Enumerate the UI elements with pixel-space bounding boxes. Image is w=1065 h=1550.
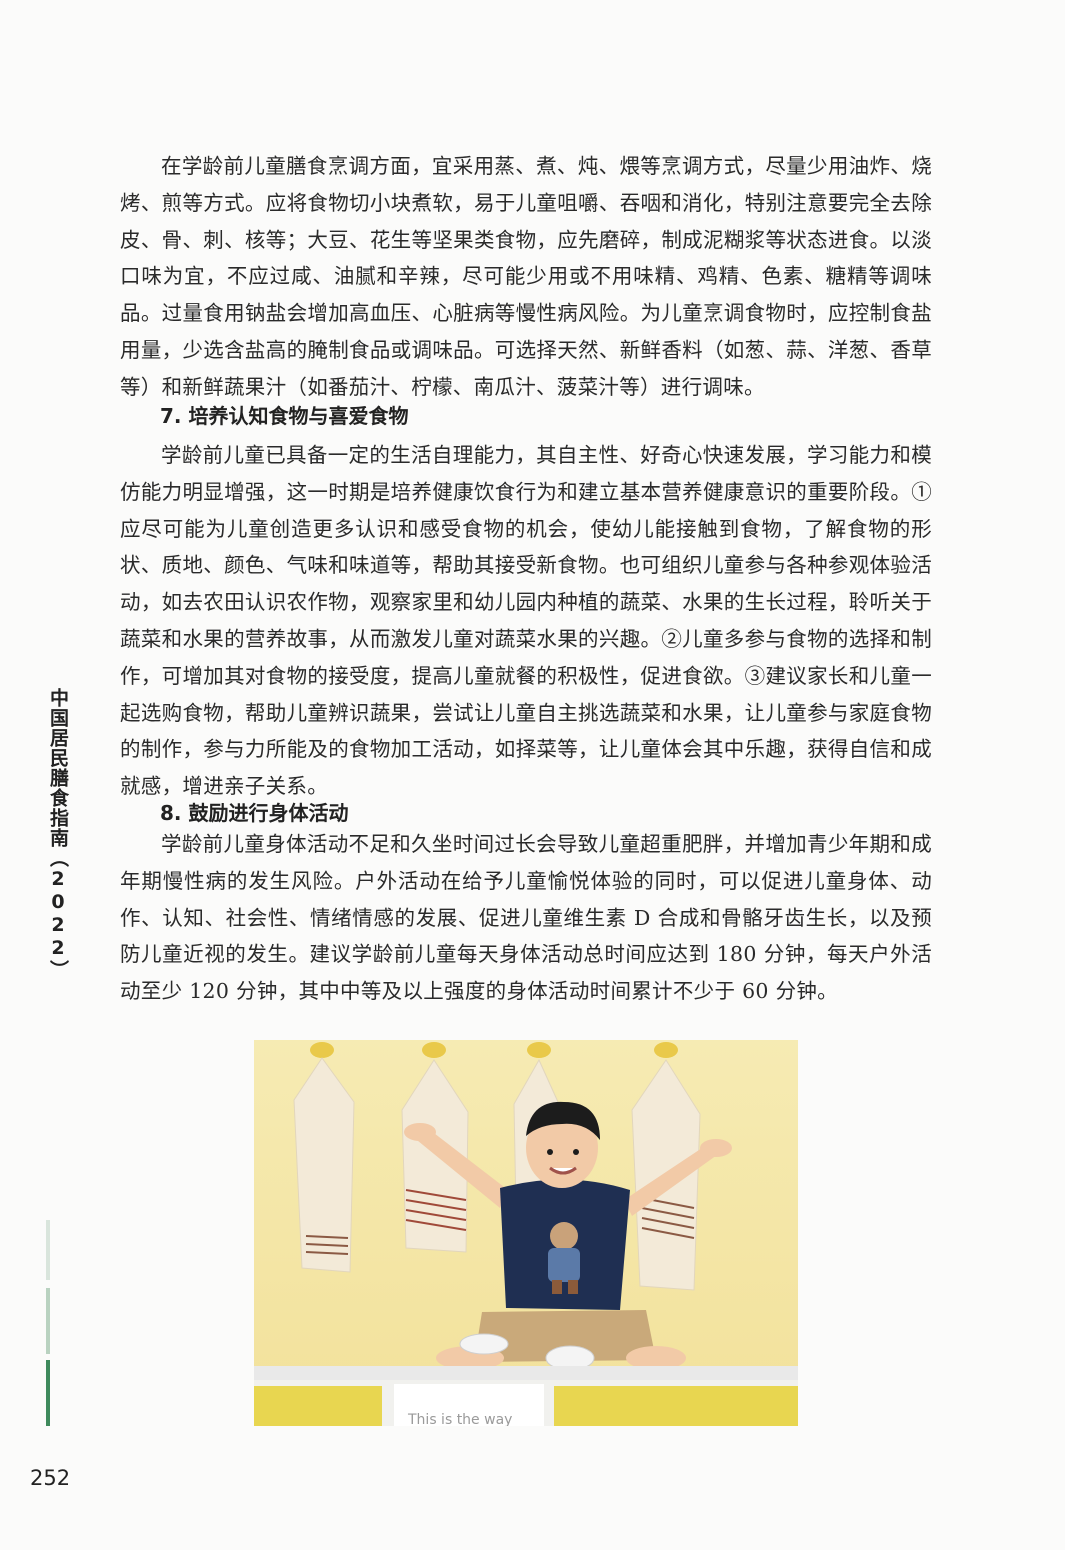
towel-2 (401, 1059, 469, 1253)
yellow-drawer-left (254, 1386, 382, 1426)
bench-sign (394, 1384, 544, 1426)
child-shorts (474, 1310, 656, 1362)
child-arms (404, 1123, 732, 1216)
section-heading-7: 7. 培养认知食物与喜爱食物 (160, 404, 409, 428)
edge-marker-dark (46, 1360, 50, 1426)
shirt-print (548, 1222, 580, 1294)
paragraph-physical-activity: 学龄前儿童身体活动不足和久坐时间过长会导致儿童超重肥胖，并增加青少年期和成年期慢… (120, 832, 932, 1004)
child-photo: This is the way (254, 1040, 798, 1426)
page-number: 252 (30, 1466, 71, 1490)
yellow-drawer-right (554, 1386, 798, 1426)
section-heading-8: 8. 鼓励进行身体活动 (160, 801, 349, 825)
paragraph-cooking: 在学龄前儿童膳食烹调方面，宜采用蒸、煮、炖、煨等烹调方式，尽量少用油炸、烧烤、煎… (120, 154, 932, 399)
bench-top (254, 1366, 798, 1380)
paragraph-food-cognition: 学龄前儿童已具备一定的生活自理能力，其自主性、好奇心快速发展，学习能力和模仿能力… (120, 443, 932, 799)
towel-1 (293, 1057, 355, 1273)
towel-hooks (310, 1042, 678, 1058)
bench-sign-text: This is the way (407, 1412, 512, 1426)
edge-marker-light (46, 1220, 50, 1280)
sneaker-left (459, 1333, 509, 1355)
child-head (526, 1101, 600, 1188)
child-illustration: This is the way (254, 1040, 798, 1426)
edge-marker-mid (46, 1288, 50, 1354)
running-side-title: 中国居民膳食指南（2022） (47, 688, 69, 980)
